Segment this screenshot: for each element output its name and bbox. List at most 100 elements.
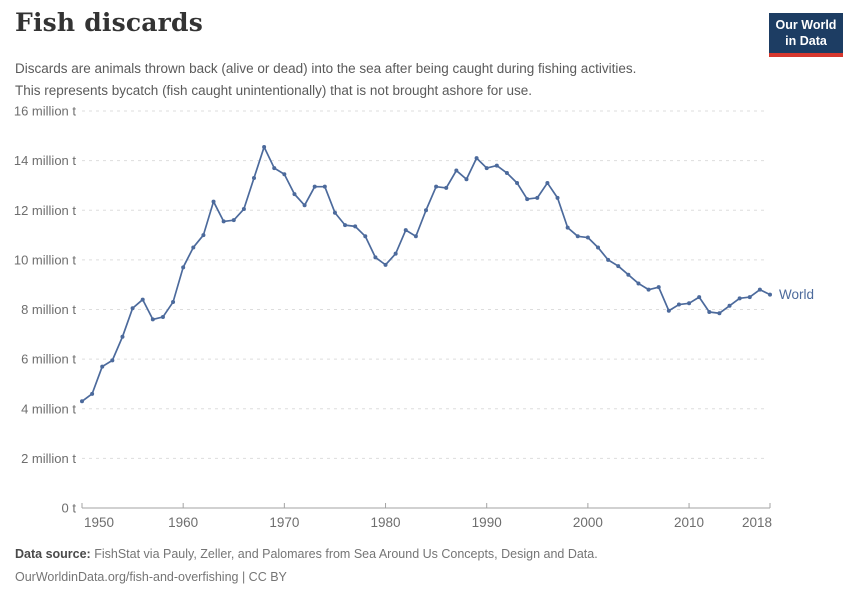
y-tick-label: 8 million t bbox=[21, 302, 76, 317]
y-tick-label: 16 million t bbox=[14, 104, 77, 119]
data-point[interactable] bbox=[373, 255, 378, 260]
data-point[interactable] bbox=[676, 302, 681, 307]
data-point[interactable] bbox=[292, 192, 297, 197]
chart-subtitle: Discards are animals thrown back (alive … bbox=[15, 58, 636, 102]
data-point[interactable] bbox=[626, 272, 631, 277]
data-point[interactable] bbox=[565, 225, 570, 230]
data-point[interactable] bbox=[312, 184, 317, 189]
data-point[interactable] bbox=[484, 166, 489, 171]
data-point[interactable] bbox=[464, 177, 469, 182]
x-tick-label: 1980 bbox=[371, 515, 401, 530]
data-point[interactable] bbox=[656, 285, 661, 290]
data-point[interactable] bbox=[636, 281, 641, 286]
data-point[interactable] bbox=[606, 257, 611, 262]
data-point[interactable] bbox=[221, 219, 226, 224]
data-point[interactable] bbox=[322, 184, 327, 189]
data-point[interactable] bbox=[403, 228, 408, 233]
data-point[interactable] bbox=[150, 317, 155, 322]
y-tick-label: 12 million t bbox=[14, 203, 77, 218]
data-point[interactable] bbox=[757, 287, 762, 292]
data-point[interactable] bbox=[231, 218, 236, 223]
page-title: Fish discards bbox=[15, 8, 204, 37]
data-point[interactable] bbox=[241, 207, 246, 212]
data-point[interactable] bbox=[332, 210, 337, 215]
data-point[interactable] bbox=[100, 364, 105, 369]
data-point[interactable] bbox=[343, 223, 348, 228]
data-point[interactable] bbox=[171, 300, 176, 305]
world-line[interactable] bbox=[81, 146, 771, 403]
data-point[interactable] bbox=[272, 166, 277, 171]
x-tick-label: 1960 bbox=[168, 515, 198, 530]
chart-canvas[interactable]: 0 t 2 million t 4 million t 6 million t 8 mi… bbox=[0, 100, 850, 545]
data-point[interactable] bbox=[575, 234, 580, 239]
data-point[interactable] bbox=[90, 391, 95, 396]
data-point[interactable] bbox=[646, 287, 651, 292]
subtitle-line-2: This represents bycatch (fish caught uni… bbox=[15, 82, 533, 98]
data-point[interactable] bbox=[363, 234, 368, 239]
data-point[interactable] bbox=[697, 295, 702, 300]
data-point[interactable] bbox=[504, 171, 509, 176]
y-tick-label: 0 t bbox=[62, 501, 77, 516]
data-point[interactable] bbox=[302, 203, 307, 208]
data-point[interactable] bbox=[120, 334, 125, 339]
data-point[interactable] bbox=[596, 245, 600, 250]
data-point[interactable] bbox=[666, 308, 671, 313]
data-point[interactable] bbox=[707, 309, 712, 314]
data-point[interactable] bbox=[555, 195, 560, 200]
data-point[interactable] bbox=[727, 303, 732, 308]
data-point[interactable] bbox=[545, 180, 550, 185]
x-tick-label: 1990 bbox=[472, 515, 502, 530]
data-point[interactable] bbox=[747, 295, 752, 300]
data-point[interactable] bbox=[494, 163, 499, 168]
chart-footer: Data source: FishStat via Pauly, Zeller,… bbox=[15, 543, 598, 589]
data-point[interactable] bbox=[413, 234, 418, 239]
owid-logo-line-1: Our World bbox=[775, 18, 837, 32]
y-tick-label: 6 million t bbox=[21, 352, 76, 367]
y-tick-label: 4 million t bbox=[21, 401, 76, 416]
data-point[interactable] bbox=[252, 175, 256, 180]
data-point[interactable] bbox=[525, 197, 530, 202]
data-point[interactable] bbox=[201, 233, 206, 238]
data-point[interactable] bbox=[130, 306, 135, 311]
data-point[interactable] bbox=[434, 184, 439, 189]
data-point[interactable] bbox=[262, 144, 267, 149]
y-tick-label: 14 million t bbox=[14, 153, 77, 168]
data-point[interactable] bbox=[424, 208, 428, 213]
data-point[interactable] bbox=[717, 311, 722, 316]
data-point[interactable] bbox=[383, 262, 388, 267]
data-point[interactable] bbox=[211, 199, 216, 204]
owid-logo[interactable]: Our World in Data bbox=[769, 13, 843, 57]
x-tick-label: 2018 bbox=[742, 515, 772, 530]
x-tick-label: 1950 bbox=[84, 515, 114, 530]
data-point[interactable] bbox=[687, 301, 692, 306]
data-point[interactable] bbox=[353, 224, 358, 229]
footer-license-link[interactable]: OurWorldinData.org/fish-and-overfishing … bbox=[15, 570, 287, 585]
data-point[interactable] bbox=[282, 172, 287, 177]
data-source-text: FishStat via Pauly, Zeller, and Palomare… bbox=[94, 547, 598, 561]
data-point[interactable] bbox=[80, 399, 84, 404]
data-source-label: Data source: bbox=[15, 547, 91, 561]
x-tick-label: 2010 bbox=[674, 515, 704, 530]
data-point[interactable] bbox=[110, 358, 115, 363]
data-point[interactable] bbox=[585, 235, 590, 240]
data-point[interactable] bbox=[181, 265, 186, 270]
data-point[interactable] bbox=[535, 195, 540, 200]
series-end-label: World bbox=[779, 287, 814, 302]
owid-logo-line-2: in Data bbox=[785, 34, 827, 49]
data-point[interactable] bbox=[768, 292, 772, 297]
data-point[interactable] bbox=[160, 314, 165, 319]
data-point[interactable] bbox=[737, 296, 742, 301]
data-point[interactable] bbox=[515, 180, 520, 185]
data-point[interactable] bbox=[140, 297, 145, 302]
y-tick-label: 2 million t bbox=[21, 451, 76, 466]
data-point[interactable] bbox=[454, 168, 459, 173]
data-point[interactable] bbox=[474, 156, 479, 161]
x-tick-label: 1970 bbox=[269, 515, 299, 530]
data-point[interactable] bbox=[393, 251, 398, 256]
data-point[interactable] bbox=[444, 185, 449, 190]
data-point[interactable] bbox=[616, 264, 621, 269]
data-point[interactable] bbox=[191, 245, 196, 250]
x-tick-label: 2000 bbox=[573, 515, 603, 530]
y-tick-label: 10 million t bbox=[14, 252, 77, 267]
